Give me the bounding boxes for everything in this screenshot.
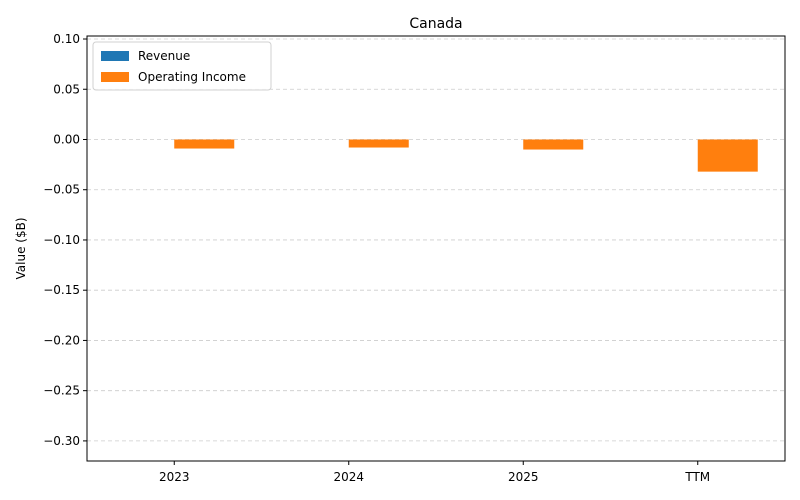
- legend-box: [92, 41, 272, 91]
- chart-title: Canada: [409, 16, 462, 32]
- y-tick-label: 0.10: [53, 32, 80, 46]
- y-tick-label: −0.05: [43, 183, 80, 197]
- bar-operating-income: [523, 139, 584, 150]
- y-axis-ticks: 0.10 0.05 0.00 −0.05 −0.10 −0.15 −0.20 −0.25 −0.…: [43, 32, 87, 448]
- y-tick-label: 0.00: [53, 132, 80, 146]
- x-tick-label: TTM: [684, 470, 710, 484]
- x-tick-label: 2024: [333, 470, 364, 484]
- legend-label: Revenue: [138, 49, 190, 63]
- y-axis-label: Value ($B): [14, 218, 28, 280]
- x-tick-label: 2023: [159, 470, 190, 484]
- legend-swatch: [101, 72, 129, 82]
- legend-swatch: [101, 51, 129, 61]
- x-axis-ticks: 2023 2024 2025 TTM: [159, 461, 710, 484]
- bars: [174, 139, 758, 172]
- x-tick-label: 2025: [508, 470, 539, 484]
- y-tick-label: −0.10: [43, 233, 80, 247]
- bar-operating-income: [348, 139, 409, 148]
- y-tick-label: 0.05: [53, 82, 80, 96]
- bar-operating-income: [174, 139, 235, 149]
- legend: Revenue Operating Income: [92, 41, 272, 91]
- y-tick-label: −0.15: [43, 283, 80, 297]
- plot-frame: [86, 35, 786, 462]
- y-tick-label: −0.25: [43, 384, 80, 398]
- y-tick-label: −0.30: [43, 434, 80, 448]
- grid-lines: [87, 38, 785, 442]
- legend-label: Operating Income: [138, 70, 246, 84]
- y-tick-label: −0.20: [43, 333, 80, 347]
- bar-operating-income: [697, 139, 758, 172]
